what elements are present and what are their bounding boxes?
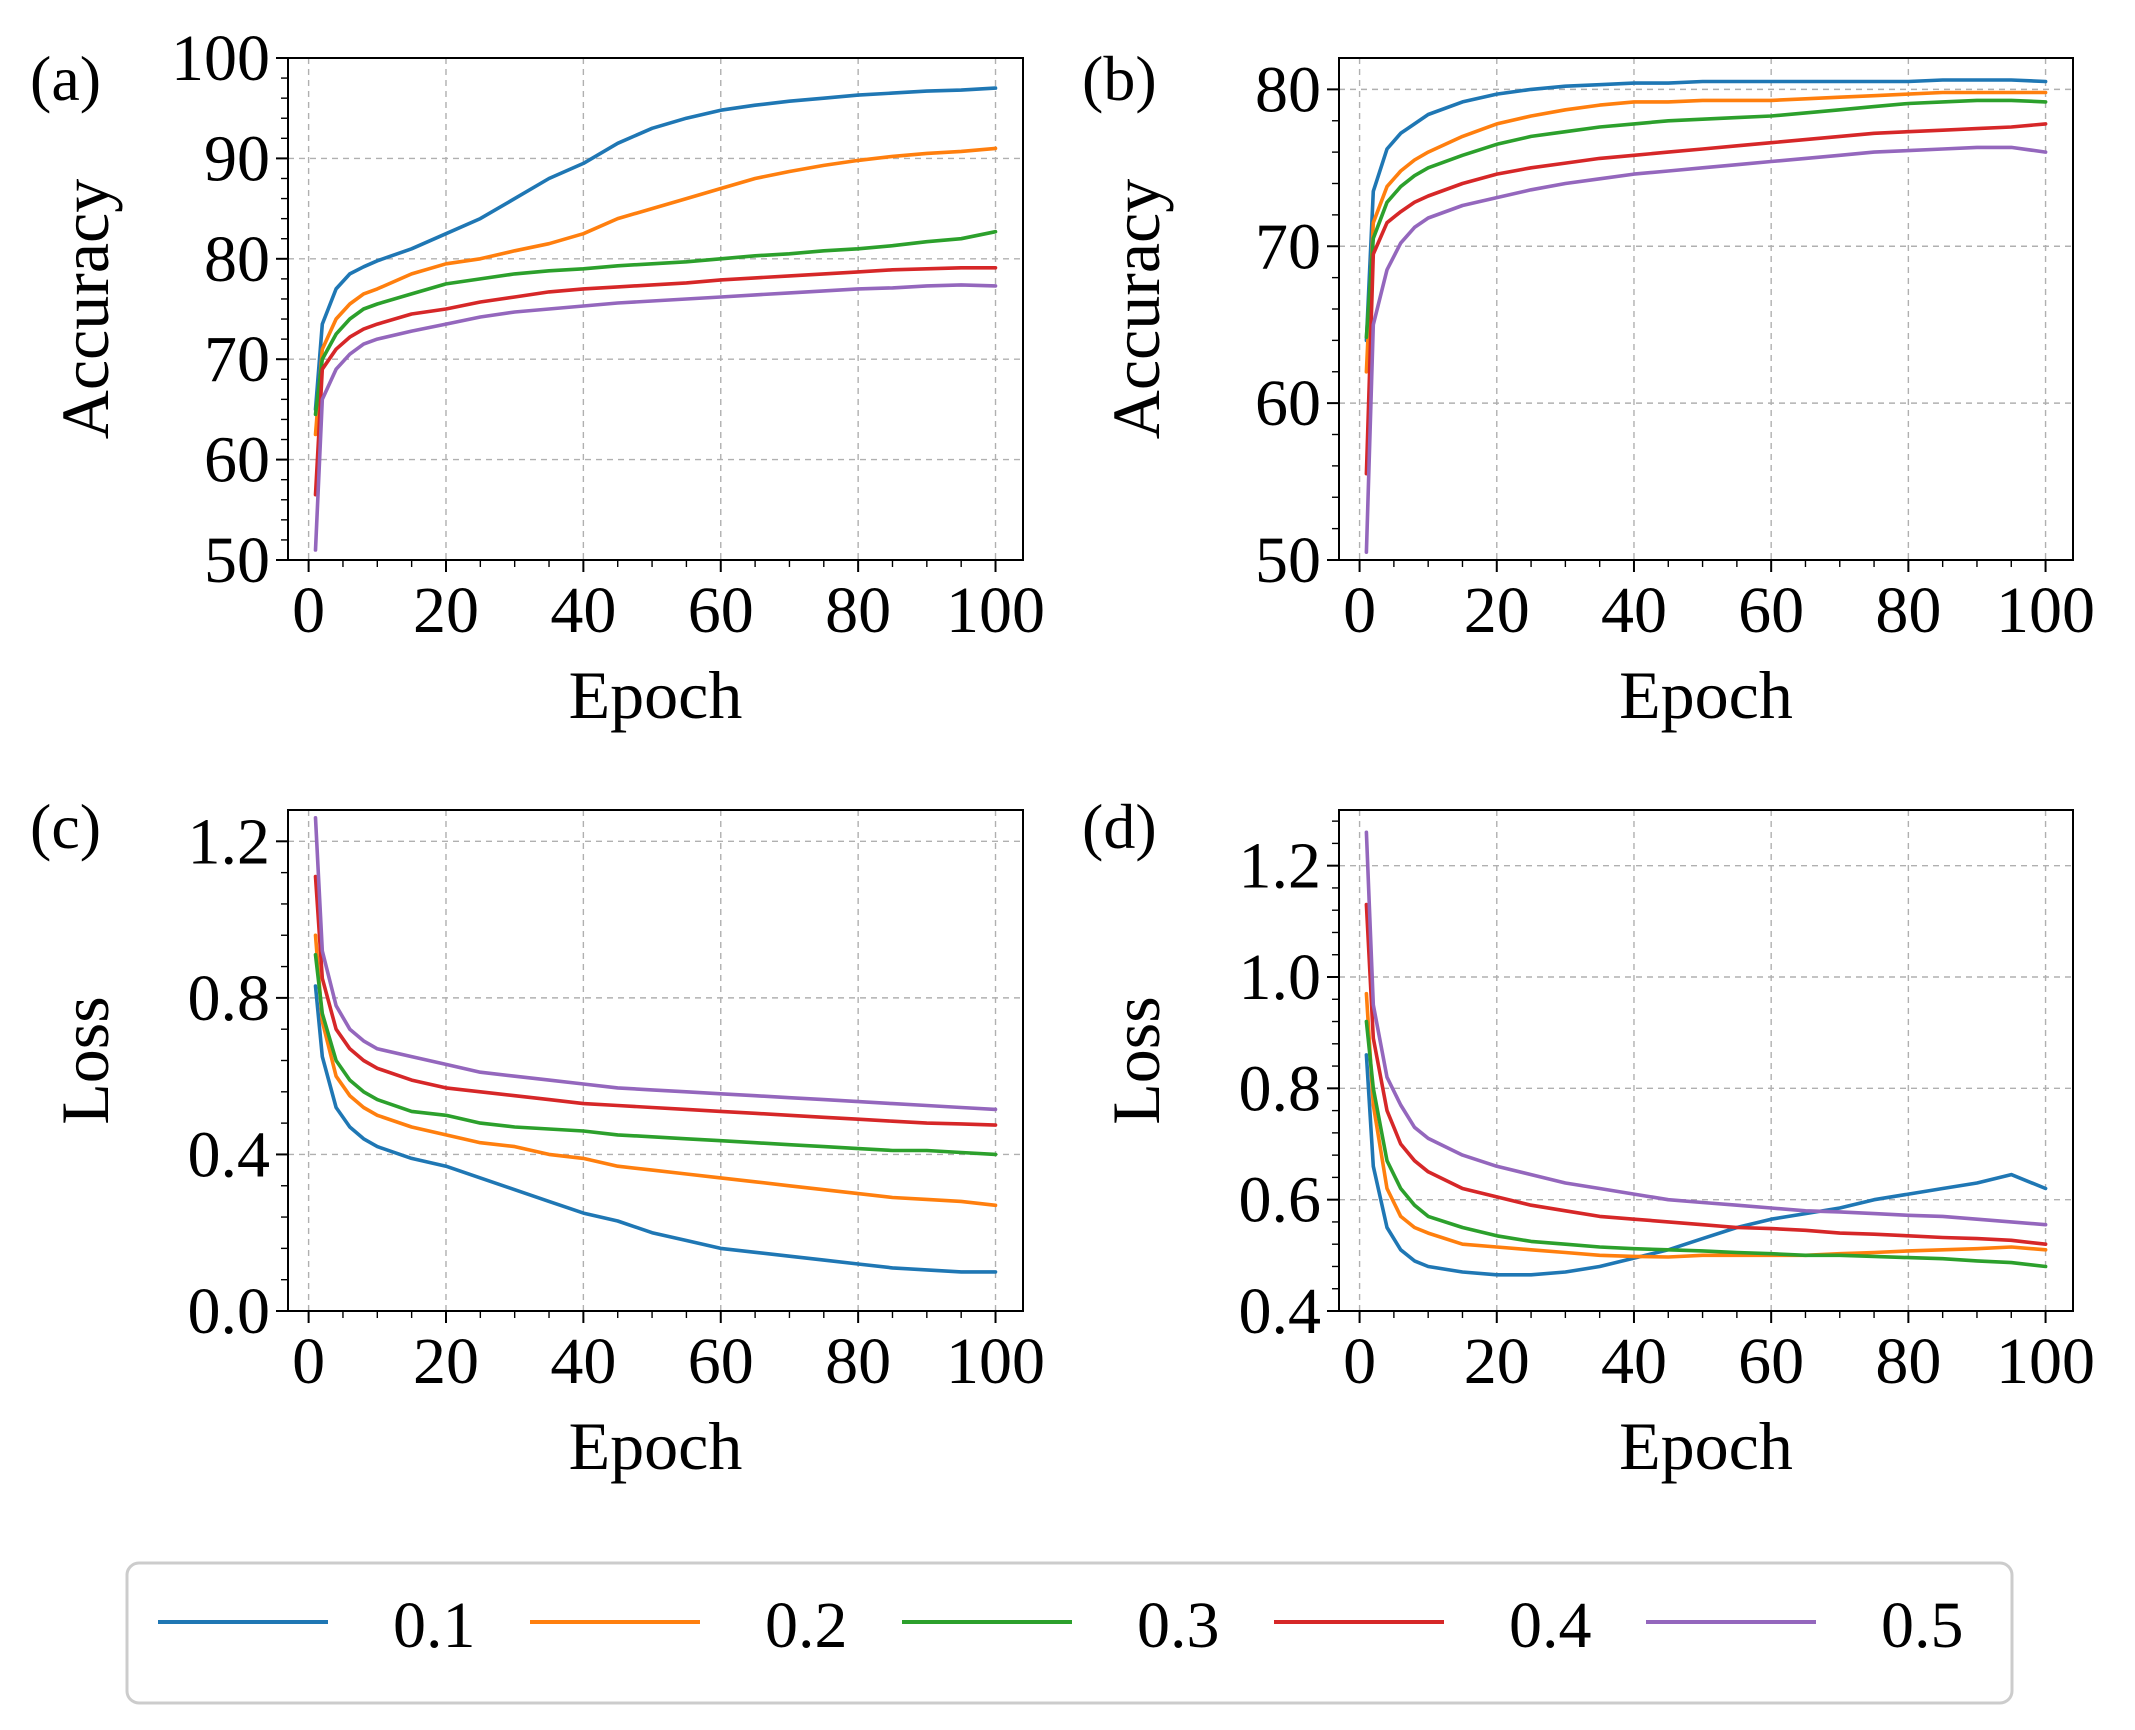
legend-item-0.4: 0.4 [1274, 1589, 1592, 1662]
legend-label: 0.4 [1509, 1589, 1592, 1662]
y-axis-label: Accuracy [47, 179, 123, 439]
legend-item-0.1: 0.1 [158, 1589, 476, 1662]
legend-label: 0.2 [765, 1589, 848, 1662]
series-line-0.2 [313, 933, 998, 1208]
y-tick-label: 70 [1255, 210, 1321, 283]
x-tick-label: 0 [1343, 1325, 1376, 1398]
y-tick-label: 60 [204, 424, 270, 497]
y-tick-label: 50 [1255, 524, 1321, 597]
x-tick-label: 80 [825, 574, 891, 647]
x-axis-label: Epoch [569, 657, 743, 733]
legend-frame [125, 1561, 2014, 1705]
series-line-0.1 [313, 984, 998, 1274]
series-line-0.2 [1364, 991, 2048, 1259]
x-tick-label: 60 [1738, 1325, 1804, 1398]
x-tick-label: 100 [946, 574, 1045, 647]
series-line-0.3 [1364, 1019, 2048, 1269]
x-tick-label: 100 [1996, 1325, 2095, 1398]
series-line-0.4 [313, 874, 998, 1127]
panel-b: 0 20 40 60 80 100 50 60 70 80 Epoch Accuracy (b) [1082, 43, 2095, 733]
legend-item-0.2: 0.2 [530, 1589, 848, 1662]
x-tick-label: 0 [1343, 574, 1376, 647]
series-line-0.5 [1364, 145, 2048, 555]
y-tick-label: 1.0 [1239, 941, 1322, 1014]
x-tick-label: 40 [550, 1325, 616, 1398]
x-tick-label: 20 [1464, 1325, 1530, 1398]
y-axis-label: Loss [1098, 996, 1174, 1124]
x-axis-label: Epoch [1619, 1408, 1793, 1484]
series-line-0.1 [1364, 1053, 2048, 1277]
x-tick-label: 0 [292, 1325, 325, 1398]
x-tick-label: 20 [413, 574, 479, 647]
series-line-0.3 [313, 229, 998, 417]
y-tick-label: 80 [204, 223, 270, 296]
panel-label: (d) [1082, 791, 1157, 862]
series-line-0.3 [1364, 98, 2048, 340]
y-tick-label: 60 [1255, 367, 1321, 440]
plot-frame [1338, 809, 2074, 1312]
legend-item-0.3: 0.3 [902, 1589, 1220, 1662]
x-tick-label: 60 [1738, 574, 1804, 647]
x-tick-label: 80 [1875, 1325, 1941, 1398]
x-tick-label: 20 [413, 1325, 479, 1398]
panel-label: (b) [1082, 43, 1157, 114]
y-tick-label: 0.0 [188, 1275, 271, 1348]
y-tick-label: 1.2 [1239, 830, 1322, 903]
plot-frame [1338, 57, 2074, 561]
x-tick-label: 60 [688, 574, 754, 647]
legend-label: 0.1 [393, 1589, 476, 1662]
series-line-0.5 [313, 815, 998, 1112]
series-line-0.2 [1364, 90, 2048, 374]
y-tick-label: 50 [204, 524, 270, 597]
y-tick-label: 0.8 [188, 962, 271, 1035]
panel-c: 0 20 40 60 80 100 0.0 0.4 0.8 1.2 Epoch Loss (c) [30, 791, 1045, 1484]
series-line-0.4 [1364, 122, 2048, 476]
series-line-0.2 [313, 146, 998, 437]
x-tick-label: 80 [825, 1325, 891, 1398]
x-axis-label: Epoch [569, 1408, 743, 1484]
panel-a: 0 20 40 60 80 100 50 60 70 80 90 100 Epoch Accuracy (a… [30, 22, 1045, 733]
x-tick-label: 40 [550, 574, 616, 647]
y-tick-label: 0.6 [1239, 1164, 1322, 1237]
panel-d: 0 20 40 60 80 100 0.4 0.6 0.8 1.0 1.2 Epoch Loss (d) [1082, 791, 2095, 1484]
legend-label: 0.5 [1881, 1589, 1964, 1662]
y-tick-label: 80 [1255, 53, 1321, 126]
legend: 0.1 0.2 0.3 0.4 0.5 [125, 1561, 2014, 1705]
x-tick-label: 100 [1996, 574, 2095, 647]
x-tick-label: 80 [1875, 574, 1941, 647]
series-line-0.5 [313, 283, 998, 552]
y-tick-label: 100 [171, 22, 270, 95]
panel-label: (c) [30, 791, 101, 862]
x-tick-label: 40 [1601, 1325, 1667, 1398]
plot-frame [287, 57, 1024, 561]
panels: 0 20 40 60 80 100 50 60 70 80 90 100 Epoch Accuracy (a… [30, 22, 2095, 1484]
series-line-0.1 [313, 86, 998, 412]
series-line-0.1 [1364, 78, 2048, 343]
y-tick-label: 1.2 [188, 805, 271, 878]
x-tick-label: 0 [292, 574, 325, 647]
y-tick-label: 90 [204, 122, 270, 195]
x-tick-label: 40 [1601, 574, 1667, 647]
x-tick-label: 60 [688, 1325, 754, 1398]
panel-label: (a) [30, 43, 101, 114]
series-line-0.5 [1364, 830, 2048, 1227]
y-axis-label: Loss [47, 996, 123, 1124]
series-line-0.3 [313, 952, 998, 1157]
y-tick-label: 0.4 [188, 1118, 271, 1191]
series-line-0.4 [1364, 902, 2048, 1246]
legend-item-0.5: 0.5 [1646, 1589, 1964, 1662]
y-tick-label: 0.4 [1239, 1275, 1322, 1348]
y-axis-label: Accuracy [1098, 179, 1174, 439]
x-axis-label: Epoch [1619, 657, 1793, 733]
series-line-0.4 [313, 265, 998, 497]
y-tick-label: 70 [204, 323, 270, 396]
plot-frame [287, 809, 1024, 1312]
y-tick-label: 0.8 [1239, 1052, 1322, 1125]
x-tick-label: 100 [946, 1325, 1045, 1398]
legend-label: 0.3 [1137, 1589, 1220, 1662]
x-tick-label: 20 [1464, 574, 1530, 647]
